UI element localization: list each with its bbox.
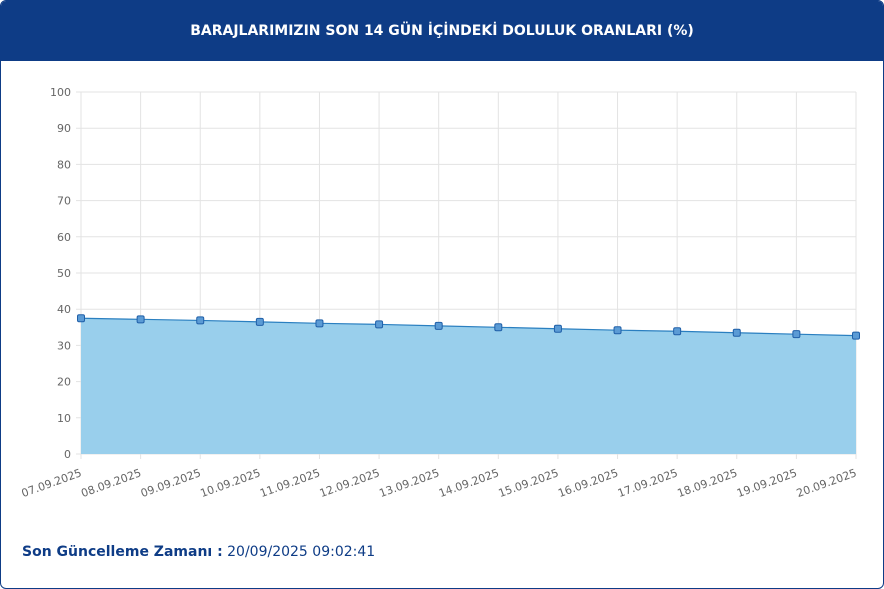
point [792,330,801,339]
x-tick-label: 17.09.2025 [616,466,680,500]
x-tick-label: 11.09.2025 [258,466,322,500]
point [613,326,622,335]
x-tick-label: 08.09.2025 [79,466,143,500]
point [732,328,741,337]
y-tick-label: 80 [57,158,71,171]
x-tick-label: 20.09.2025 [795,466,859,500]
point [434,321,443,330]
x-tick-label: 12.09.2025 [318,466,382,500]
x-tick-label: 15.09.2025 [497,466,561,500]
x-tick-label: 09.09.2025 [139,466,203,500]
line [80,317,857,337]
point [553,324,562,333]
y-tick-label: 40 [57,303,71,316]
x-tick-label: 19.09.2025 [735,466,799,500]
point [136,315,145,324]
point [77,314,85,323]
y-tick-label: 0 [64,448,71,461]
chart-title: BARAJLARIMIZIN SON 14 GÜN İÇİNDEKİ DOLUL… [1,1,883,61]
chart: 0 10 20 30 40 50 60 70 80 90 100 07.09.202508.09.20… [20,86,860,500]
x-tick-label: 10.09.2025 [199,466,263,500]
y-tick-label: 20 [57,376,71,389]
point [315,319,324,328]
x-tick-label: 13.09.2025 [377,466,441,500]
y-tick-label: 60 [57,231,71,244]
x-tick-label: 18.09.2025 [676,466,740,500]
footer-value: 20/09/2025 09:02:41 [227,544,376,560]
x-tick-label: 07.09.2025 [20,466,84,500]
y-tick-label: 30 [57,339,71,352]
y-tick-label: 10 [57,412,71,425]
y-tick-label: 50 [57,267,71,280]
point [196,316,205,325]
point [673,327,682,336]
point [852,331,860,340]
point [494,323,503,332]
y-tick-label: 90 [57,122,71,135]
y-tick-label: 100 [50,86,71,99]
footer: Son Güncelleme Zamanı : 20/09/2025 09:02… [22,544,375,560]
area [81,318,856,454]
point [375,320,384,329]
x-tick-label: 14.09.2025 [437,466,501,500]
point [255,317,264,326]
y-tick-label: 70 [57,195,71,208]
footer-label: Son Güncelleme Zamanı : [22,544,223,560]
x-tick-label: 16.09.2025 [556,466,620,500]
